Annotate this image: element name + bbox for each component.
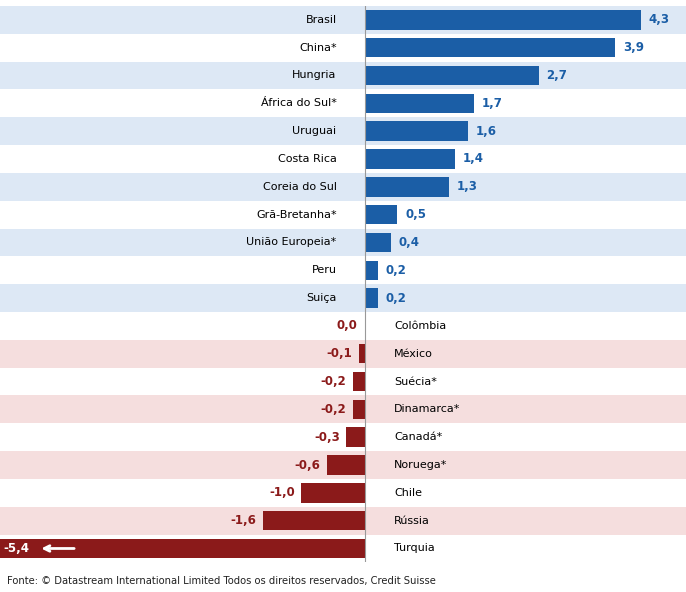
Text: Colômbia: Colômbia bbox=[394, 321, 447, 331]
Text: Fonte: © Datastream International Limited Todos os direitos reservados, Credit S: Fonte: © Datastream International Limite… bbox=[7, 576, 436, 586]
Bar bbox=[0, 340, 686, 368]
Bar bbox=[366, 38, 615, 57]
Bar bbox=[0, 479, 686, 507]
Text: Coreia do Sul: Coreia do Sul bbox=[263, 182, 337, 192]
Text: -5,4: -5,4 bbox=[3, 542, 29, 555]
Bar bbox=[0, 229, 686, 256]
Bar bbox=[366, 66, 539, 85]
Text: 1,7: 1,7 bbox=[482, 97, 503, 110]
Text: 1,3: 1,3 bbox=[456, 181, 477, 193]
Text: Rússia: Rússia bbox=[394, 516, 430, 526]
Bar bbox=[0, 507, 686, 535]
Text: 1,6: 1,6 bbox=[475, 125, 497, 137]
Text: Dinamarca*: Dinamarca* bbox=[394, 404, 461, 414]
Bar bbox=[366, 288, 378, 308]
Text: Hungria: Hungria bbox=[292, 70, 337, 81]
Text: África do Sul*: África do Sul* bbox=[261, 98, 337, 108]
Text: 2,7: 2,7 bbox=[546, 69, 567, 82]
Text: -1,6: -1,6 bbox=[230, 514, 257, 527]
Bar bbox=[366, 260, 378, 280]
Text: Suiça: Suiça bbox=[306, 293, 337, 303]
Bar bbox=[0, 539, 366, 558]
Bar bbox=[0, 535, 686, 562]
Bar bbox=[0, 451, 686, 479]
Bar bbox=[0, 201, 686, 229]
Text: 3,9: 3,9 bbox=[623, 41, 644, 54]
Bar bbox=[0, 62, 686, 89]
Text: -0,6: -0,6 bbox=[295, 459, 320, 471]
Bar bbox=[301, 483, 366, 503]
Text: Chile: Chile bbox=[394, 488, 423, 498]
Bar bbox=[359, 344, 366, 363]
Text: Noruega*: Noruega* bbox=[394, 460, 448, 470]
Bar bbox=[327, 455, 366, 475]
Bar bbox=[0, 34, 686, 62]
Text: -0,2: -0,2 bbox=[320, 403, 346, 416]
Bar bbox=[0, 145, 686, 173]
Bar bbox=[366, 121, 468, 141]
Bar bbox=[0, 117, 686, 145]
Bar bbox=[263, 511, 366, 530]
Bar bbox=[0, 284, 686, 312]
Bar bbox=[353, 372, 366, 391]
Text: Suécia*: Suécia* bbox=[394, 377, 437, 387]
Bar bbox=[0, 6, 686, 34]
Text: 0,2: 0,2 bbox=[386, 292, 407, 304]
Bar bbox=[0, 423, 686, 451]
Bar bbox=[346, 427, 366, 447]
Bar bbox=[0, 173, 686, 201]
Text: China*: China* bbox=[299, 43, 337, 53]
Text: 0,2: 0,2 bbox=[386, 264, 407, 276]
Text: -1,0: -1,0 bbox=[269, 487, 295, 499]
Text: 0,5: 0,5 bbox=[405, 208, 426, 221]
Text: Peru: Peru bbox=[311, 265, 337, 275]
Text: Brasil: Brasil bbox=[305, 15, 337, 25]
Text: 4,3: 4,3 bbox=[649, 14, 670, 26]
Text: -0,1: -0,1 bbox=[327, 348, 353, 360]
Bar bbox=[366, 94, 475, 113]
Bar bbox=[0, 312, 686, 340]
Bar bbox=[366, 177, 449, 197]
Bar bbox=[0, 368, 686, 395]
Text: -0,3: -0,3 bbox=[314, 431, 340, 443]
Bar bbox=[0, 256, 686, 284]
Bar bbox=[366, 233, 391, 252]
Text: México: México bbox=[394, 349, 433, 359]
Bar bbox=[366, 205, 397, 224]
Bar bbox=[366, 10, 641, 30]
Text: Canadá*: Canadá* bbox=[394, 432, 442, 442]
Text: 1,4: 1,4 bbox=[463, 153, 484, 165]
Text: Uruguai: Uruguai bbox=[292, 126, 337, 136]
Text: União Europeia*: União Europeia* bbox=[246, 237, 337, 247]
Bar bbox=[0, 395, 686, 423]
Bar bbox=[0, 89, 686, 117]
Bar bbox=[353, 400, 366, 419]
Text: 0,4: 0,4 bbox=[399, 236, 420, 249]
Text: 0,0: 0,0 bbox=[337, 320, 357, 332]
Text: Grã-Bretanha*: Grã-Bretanha* bbox=[256, 210, 337, 220]
Bar bbox=[366, 149, 456, 169]
Text: -0,2: -0,2 bbox=[320, 375, 346, 388]
Text: Costa Rica: Costa Rica bbox=[278, 154, 337, 164]
Text: Turquia: Turquia bbox=[394, 543, 435, 554]
